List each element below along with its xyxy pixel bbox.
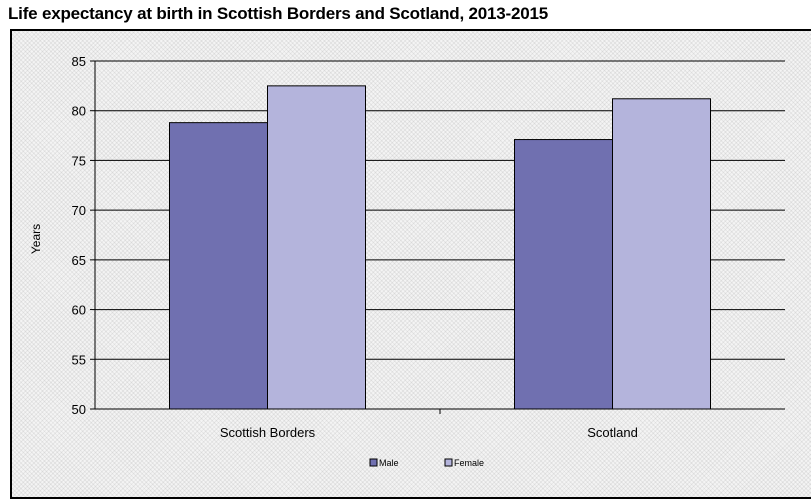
y-tick-label: 50	[72, 402, 86, 417]
bar-female-scotland	[612, 98, 711, 410]
y-tick-label: 60	[72, 303, 86, 318]
chart-title: Life expectancy at birth in Scottish Bor…	[8, 4, 549, 23]
y-tick-label: 70	[72, 203, 86, 218]
bar-female-scottish-borders	[267, 85, 366, 410]
y-tick-label: 65	[72, 253, 86, 268]
x-tick-label: Scotland	[587, 425, 638, 440]
legend-label-female: Female	[454, 458, 484, 468]
legend: Male Female	[369, 458, 484, 468]
y-tick-label: 85	[72, 54, 86, 69]
legend-swatch-male	[369, 458, 378, 467]
legend-label-male: Male	[379, 458, 399, 468]
y-axis-title: Years	[29, 224, 43, 254]
y-tick-label: 80	[72, 104, 86, 119]
bar-chart: 50 55 60 65 70 75 80 85 Scottish Borders Scotland…	[29, 54, 785, 468]
legend-swatch-female	[444, 458, 453, 467]
y-tick-label: 55	[72, 352, 86, 367]
bars	[169, 85, 711, 410]
axes: 50 55 60 65 70 75 80 85 Scottish Borders Scotland	[72, 54, 785, 440]
y-tick-label: 75	[72, 153, 86, 168]
bar-male-scotland	[514, 139, 613, 410]
bar-male-scottish-borders	[169, 122, 268, 410]
x-tick-label: Scottish Borders	[220, 425, 316, 440]
